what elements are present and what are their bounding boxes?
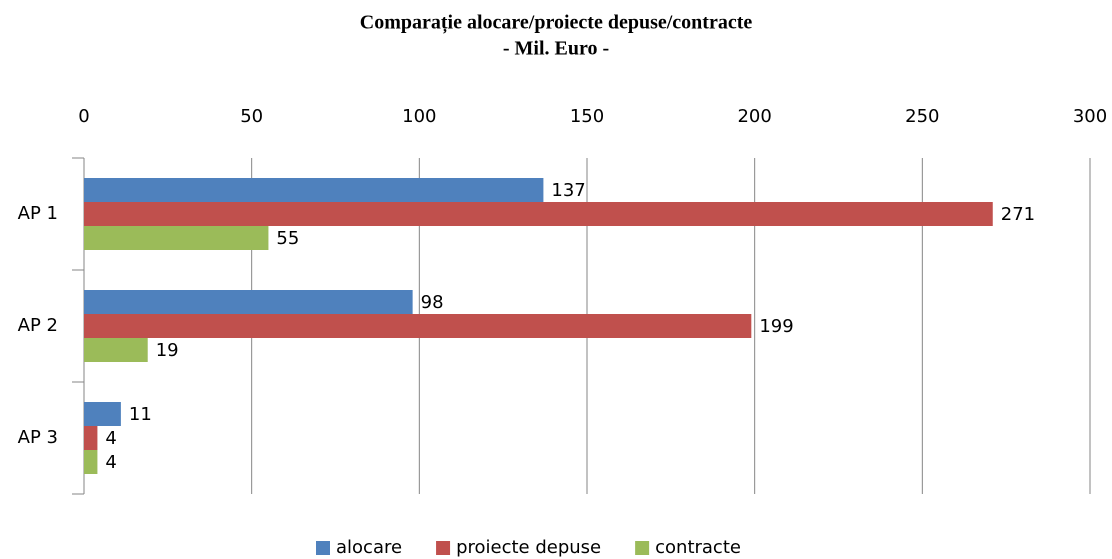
- chart-subtitle: - Mil. Euro -: [503, 38, 609, 60]
- bar: [84, 426, 98, 450]
- legend-label: proiecte depuse: [456, 537, 601, 558]
- legend-swatch: [316, 541, 330, 555]
- legend-swatch: [436, 541, 451, 555]
- y-tick-label: AP 3: [18, 427, 58, 448]
- legend-swatch: [635, 541, 650, 555]
- x-tick-label: 250: [905, 106, 939, 127]
- value-label: 199: [759, 316, 793, 337]
- value-label: 11: [129, 404, 152, 425]
- x-tick-label: 50: [240, 106, 263, 127]
- legend-label: contracte: [655, 537, 741, 558]
- x-tick-label: 200: [737, 106, 771, 127]
- value-label: 98: [421, 292, 444, 313]
- value-label: 4: [105, 452, 116, 473]
- x-tick-label: 0: [78, 106, 89, 127]
- bar: [84, 402, 121, 426]
- bar: [84, 314, 752, 338]
- bar: [84, 290, 413, 314]
- chart-title: Comparație alocare/proiecte depuse/contr…: [360, 12, 753, 35]
- bar: [84, 450, 98, 474]
- value-label: 55: [276, 228, 299, 249]
- value-label: 19: [156, 340, 179, 361]
- value-label: 4: [105, 428, 116, 449]
- value-label: 271: [1001, 204, 1035, 225]
- bar: [84, 226, 269, 250]
- bar: [84, 338, 148, 362]
- y-tick-label: AP 2: [18, 315, 58, 336]
- legend-label: alocare: [336, 537, 402, 558]
- value-label: 137: [551, 180, 585, 201]
- x-tick-label: 100: [402, 106, 436, 127]
- y-tick-label: AP 1: [18, 203, 58, 224]
- bar: [84, 202, 993, 226]
- x-tick-label: 150: [570, 106, 604, 127]
- x-tick-label: 300: [1073, 106, 1107, 127]
- bar: [84, 178, 544, 202]
